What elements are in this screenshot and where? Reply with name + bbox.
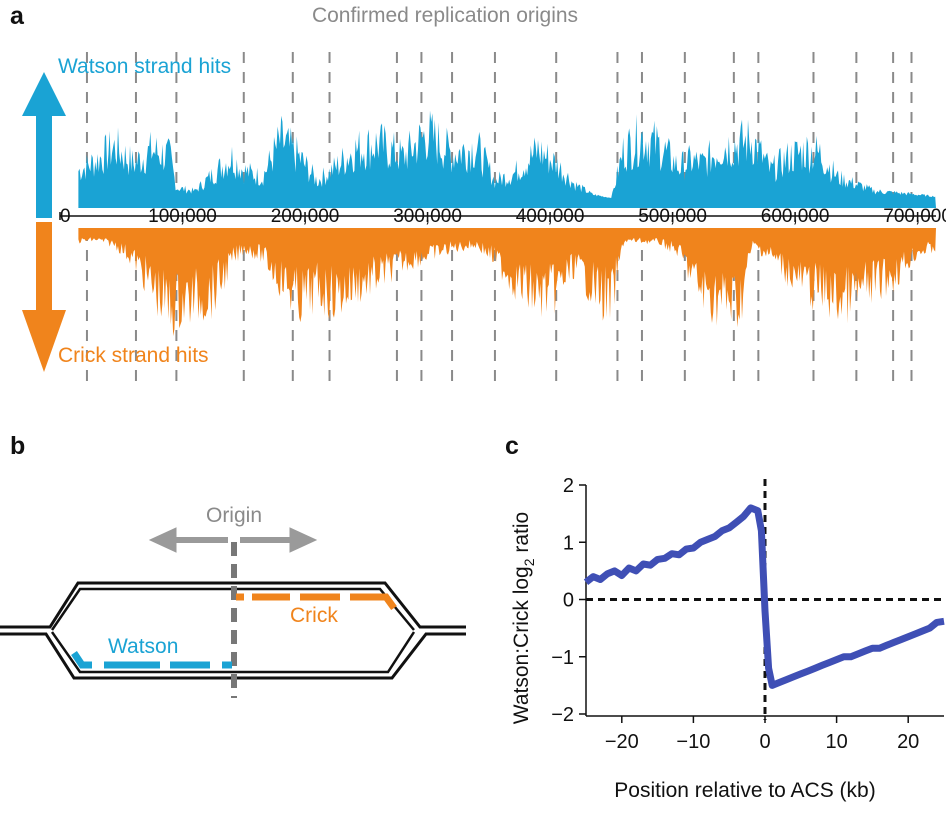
crick-hits-shape <box>78 228 936 337</box>
watson-series-label: Watson strand hits <box>58 55 231 78</box>
crick-hits-area <box>78 228 936 337</box>
y-tick-label: −2 <box>551 704 574 726</box>
genome-tick-label: 700,000 <box>883 206 946 227</box>
y-tick-label: 2 <box>563 475 574 497</box>
genome-tick-label: 200,000 <box>271 206 340 227</box>
panel-label-b: b <box>10 432 26 460</box>
y-axis-label: Watson:Crick log2 ratio <box>510 512 537 724</box>
log-ratio-curve <box>583 504 945 689</box>
genome-tick-label: 400,000 <box>516 206 585 227</box>
strand-hits-chart: Confirmed replication origins 0 100,000 20… <box>22 4 946 390</box>
panel-label-c: c <box>505 432 519 460</box>
replication-bubble-diagram: Origin Crick Watson <box>0 504 466 698</box>
crick-label: Crick <box>290 604 338 627</box>
watson-nascent-strand <box>71 651 232 669</box>
origins-title: Confirmed replication origins <box>312 4 578 27</box>
crick-nascent-strand <box>236 593 397 611</box>
origin-label: Origin <box>206 504 262 527</box>
genome-tick-label: 600,000 <box>761 206 830 227</box>
genome-tick-label: 0 <box>60 206 71 227</box>
y-tick-label: −1 <box>551 647 574 669</box>
watson-hits-area <box>78 110 936 208</box>
genome-tick-label: 100,000 <box>148 206 217 227</box>
crick-arrow <box>22 222 66 372</box>
watson-label: Watson <box>108 635 178 658</box>
x-axis-label: Position relative to ACS (kb) <box>614 779 875 802</box>
y-tick-label: 0 <box>563 590 574 612</box>
x-tick-label: 0 <box>759 731 770 753</box>
genome-tick-label: 300,000 <box>393 206 462 227</box>
x-tick-label: −20 <box>605 731 639 753</box>
watson-arrow <box>22 72 66 218</box>
genome-tick-label: 500,000 <box>638 206 707 227</box>
x-tick-label: −10 <box>676 731 710 753</box>
x-tick-label: 10 <box>825 731 847 753</box>
y-tick-label: 1 <box>563 532 574 554</box>
genome-axis-ticks: 0 100,000 200,000 300,000 400,000 500,000 600,… <box>59 206 946 227</box>
crick-series-label: Crick strand hits <box>58 344 209 367</box>
watson-hits-shape <box>78 110 936 208</box>
fork-direction-arrows <box>148 527 318 553</box>
panel-label-a: a <box>10 2 24 30</box>
x-tick-label: 20 <box>897 731 919 753</box>
